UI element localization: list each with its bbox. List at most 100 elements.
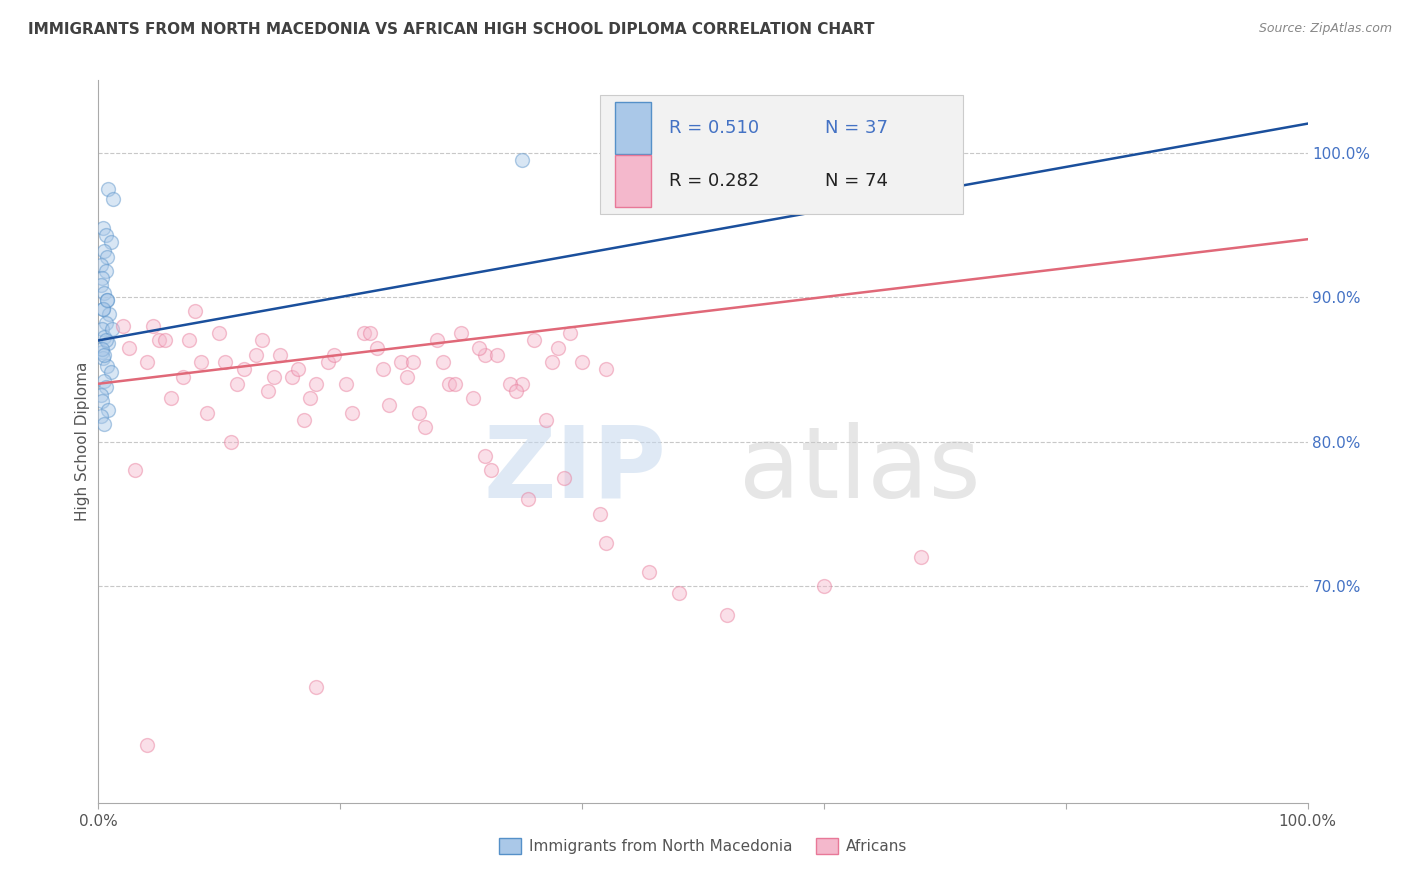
Point: [245, 348, 267, 362]
Bar: [600, 95, 963, 214]
Point: [93, 330, 115, 344]
Point: [96, 250, 118, 264]
Point: [250, 334, 273, 348]
Point: [90, 409, 112, 423]
Point: [148, 334, 170, 348]
Point: [96, 359, 118, 374]
Text: ZIP: ZIP: [484, 422, 666, 519]
Text: IMMIGRANTS FROM NORTH MACEDONIA VS AFRICAN HIGH SCHOOL DIPLOMA CORRELATION CHART: IMMIGRANTS FROM NORTH MACEDONIA VS AFRIC…: [28, 22, 875, 37]
Text: N = 37: N = 37: [825, 120, 889, 137]
Point: [269, 348, 291, 362]
Point: [179, 334, 201, 348]
Text: Source: ZipAtlas.com: Source: ZipAtlas.com: [1258, 22, 1392, 36]
Point: [91, 301, 114, 316]
Point: [160, 391, 183, 405]
Point: [910, 550, 932, 565]
Point: [232, 362, 254, 376]
Point: [91, 345, 114, 359]
Point: [142, 318, 165, 333]
Point: [281, 369, 304, 384]
Point: [97, 402, 120, 417]
Point: [263, 369, 285, 384]
Point: [184, 304, 207, 318]
Point: [323, 348, 346, 362]
Point: [100, 365, 122, 379]
Point: [214, 355, 236, 369]
Point: [571, 355, 593, 369]
Point: [292, 413, 315, 427]
Point: [534, 413, 557, 427]
Point: [668, 586, 690, 600]
Point: [371, 362, 394, 376]
Point: [97, 182, 120, 196]
Point: [468, 341, 491, 355]
Point: [208, 326, 231, 341]
Point: [305, 680, 328, 694]
Point: [463, 391, 485, 405]
Point: [124, 463, 146, 477]
Point: [553, 471, 575, 485]
Point: [437, 376, 460, 391]
Point: [94, 264, 117, 278]
Point: [342, 406, 364, 420]
Point: [195, 406, 218, 420]
Point: [135, 355, 157, 369]
Point: [93, 285, 115, 300]
Point: [100, 322, 122, 336]
Legend: Immigrants from North Macedonia, Africans: Immigrants from North Macedonia, African…: [492, 832, 914, 860]
Point: [523, 334, 546, 348]
Point: [93, 244, 115, 258]
Bar: [614, 102, 651, 154]
Point: [91, 394, 114, 409]
Point: [98, 307, 121, 321]
Point: [93, 417, 115, 432]
Point: [287, 362, 309, 376]
Point: [135, 738, 157, 752]
Point: [97, 336, 120, 351]
Point: [226, 376, 249, 391]
Bar: [614, 154, 651, 207]
Point: [813, 579, 835, 593]
Point: [450, 326, 472, 341]
Point: [111, 318, 134, 333]
Point: [366, 341, 388, 355]
Point: [93, 374, 115, 388]
Point: [190, 355, 212, 369]
Text: R = 0.510: R = 0.510: [669, 120, 759, 137]
Point: [335, 376, 357, 391]
Point: [100, 235, 122, 249]
Point: [558, 326, 581, 341]
Point: [395, 369, 418, 384]
Point: [172, 369, 194, 384]
Point: [96, 293, 118, 307]
Point: [101, 192, 124, 206]
Point: [426, 334, 449, 348]
Point: [91, 322, 114, 336]
Point: [540, 355, 562, 369]
Point: [353, 326, 375, 341]
Point: [413, 420, 436, 434]
Point: [444, 376, 467, 391]
Point: [90, 278, 112, 293]
Point: [481, 463, 503, 477]
Point: [637, 565, 659, 579]
Point: [486, 348, 509, 362]
Point: [316, 355, 339, 369]
Point: [94, 334, 117, 348]
Point: [408, 406, 430, 420]
Point: [474, 449, 496, 463]
Point: [360, 326, 382, 341]
Point: [510, 376, 533, 391]
Text: atlas: atlas: [740, 422, 981, 519]
Point: [91, 342, 114, 356]
Point: [402, 355, 425, 369]
Point: [377, 399, 399, 413]
Point: [498, 376, 520, 391]
Point: [118, 341, 141, 355]
Point: [96, 293, 118, 307]
Point: [221, 434, 243, 449]
Point: [94, 227, 117, 242]
Point: [510, 153, 533, 167]
Point: [474, 348, 496, 362]
Y-axis label: High School Diploma: High School Diploma: [75, 362, 90, 521]
